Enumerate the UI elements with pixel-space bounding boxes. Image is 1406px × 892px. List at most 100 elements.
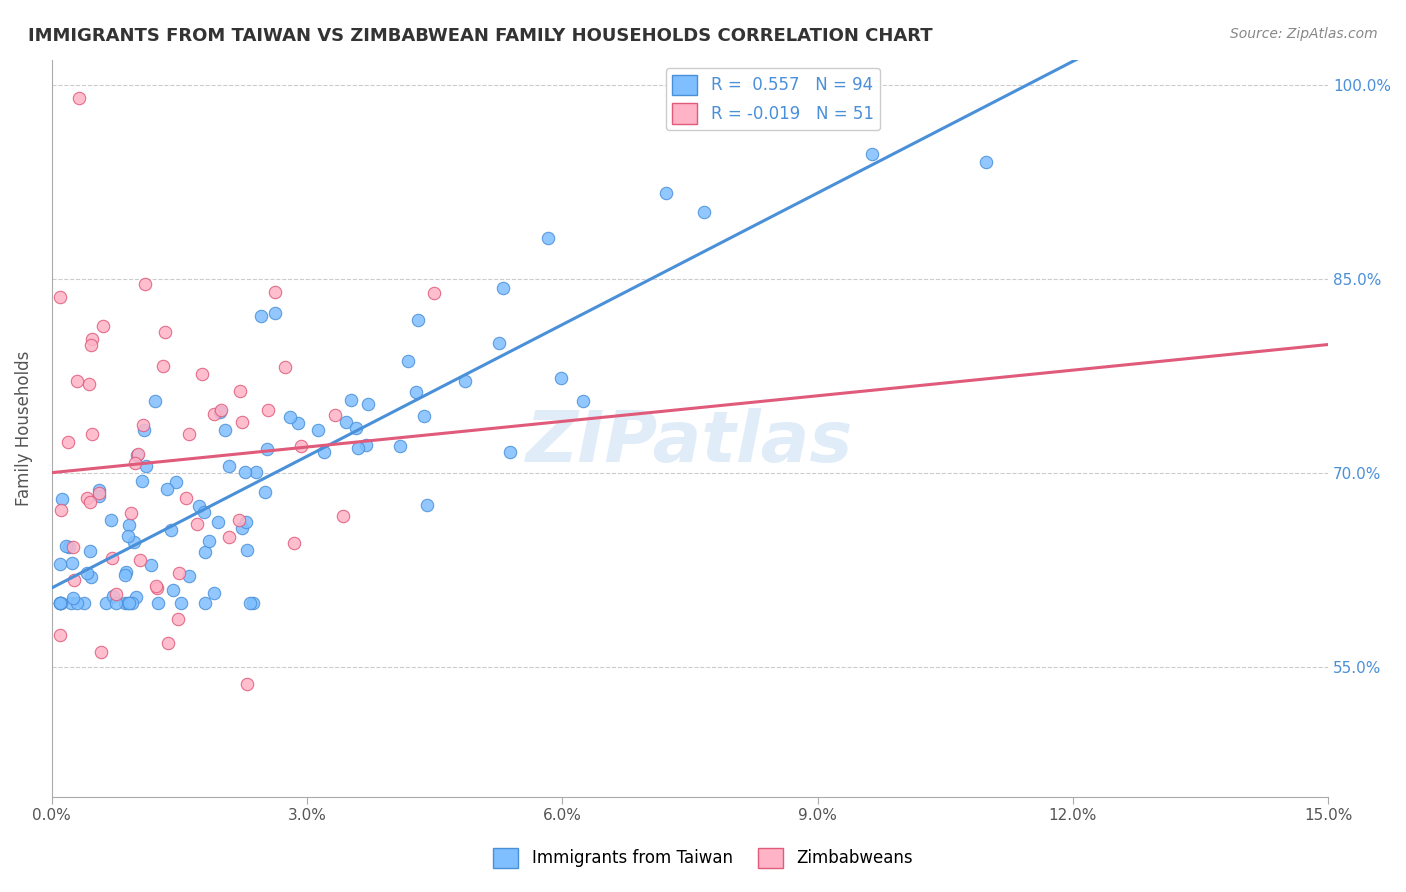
Point xyxy=(51,491,73,506)
Point xyxy=(73,596,96,610)
Point xyxy=(974,155,997,169)
Point xyxy=(228,513,250,527)
Text: Source: ZipAtlas.com: Source: ZipAtlas.com xyxy=(1230,27,1378,41)
Point xyxy=(194,596,217,610)
Point xyxy=(194,544,217,558)
Point xyxy=(256,442,278,457)
Point xyxy=(79,544,101,558)
Point xyxy=(87,489,110,503)
Point xyxy=(231,415,253,429)
Point xyxy=(153,325,176,339)
Point xyxy=(143,394,166,409)
Point xyxy=(66,374,89,388)
Point xyxy=(274,360,297,375)
Point xyxy=(209,405,232,419)
Point xyxy=(550,371,572,385)
Point xyxy=(80,338,103,352)
Point xyxy=(91,318,114,333)
Point xyxy=(312,445,335,459)
Point xyxy=(236,543,259,558)
Point xyxy=(254,485,277,500)
Point xyxy=(157,636,180,650)
Point xyxy=(572,394,595,409)
Point xyxy=(167,566,190,580)
Point xyxy=(339,393,361,408)
Point xyxy=(537,231,560,245)
Point xyxy=(416,498,439,512)
Point xyxy=(283,536,305,550)
Point xyxy=(344,421,367,435)
Point xyxy=(63,573,86,587)
Point xyxy=(114,596,136,610)
Point xyxy=(396,354,419,368)
Point xyxy=(166,612,188,626)
Point xyxy=(287,416,309,430)
Point xyxy=(103,590,125,604)
Point xyxy=(207,515,229,529)
Point xyxy=(278,409,301,424)
Point xyxy=(218,459,240,474)
Point xyxy=(202,407,225,421)
Point xyxy=(263,285,285,299)
Point xyxy=(114,567,136,582)
Point xyxy=(141,558,163,572)
Point xyxy=(693,205,716,219)
Point xyxy=(49,596,72,610)
Point xyxy=(454,374,477,388)
Point xyxy=(121,596,143,610)
Point xyxy=(335,415,357,429)
Point xyxy=(90,645,112,659)
Point xyxy=(122,535,145,549)
Point xyxy=(193,505,215,519)
Point xyxy=(120,506,142,520)
Point xyxy=(332,509,354,524)
Point xyxy=(422,286,444,301)
Legend: R =  0.557   N = 94, R = -0.019   N = 51: R = 0.557 N = 94, R = -0.019 N = 51 xyxy=(665,68,880,130)
Point xyxy=(60,596,83,610)
Point xyxy=(388,440,411,454)
Point xyxy=(308,423,330,437)
Point xyxy=(49,290,72,304)
Point xyxy=(187,499,209,513)
Point xyxy=(492,281,515,295)
Point xyxy=(357,397,380,411)
Point xyxy=(214,423,236,437)
Point xyxy=(104,587,127,601)
Point xyxy=(170,596,193,610)
Point xyxy=(134,277,156,291)
Point xyxy=(162,582,184,597)
Point xyxy=(146,596,169,610)
Point xyxy=(80,426,103,441)
Y-axis label: Family Households: Family Households xyxy=(15,351,32,506)
Point xyxy=(177,569,200,583)
Point xyxy=(242,596,264,610)
Point xyxy=(132,417,155,432)
Point xyxy=(127,448,149,462)
Point xyxy=(145,579,167,593)
Point xyxy=(79,495,101,509)
Point xyxy=(131,474,153,488)
Point xyxy=(235,515,257,529)
Point xyxy=(101,550,124,565)
Point xyxy=(160,523,183,537)
Point xyxy=(55,539,77,553)
Point xyxy=(354,438,377,452)
Point xyxy=(488,336,510,351)
Point xyxy=(233,465,256,479)
Point xyxy=(128,552,150,566)
Point xyxy=(62,540,84,554)
Point xyxy=(177,426,200,441)
Text: ZIPatlas: ZIPatlas xyxy=(526,409,853,477)
Point xyxy=(127,447,149,461)
Point xyxy=(499,444,522,458)
Point xyxy=(197,534,219,549)
Point xyxy=(231,521,253,535)
Point xyxy=(290,439,312,453)
Point xyxy=(105,596,128,610)
Point xyxy=(82,332,104,346)
Point xyxy=(347,442,370,456)
Point xyxy=(239,596,262,610)
Point xyxy=(135,458,157,473)
Point xyxy=(49,557,72,571)
Point xyxy=(117,596,139,610)
